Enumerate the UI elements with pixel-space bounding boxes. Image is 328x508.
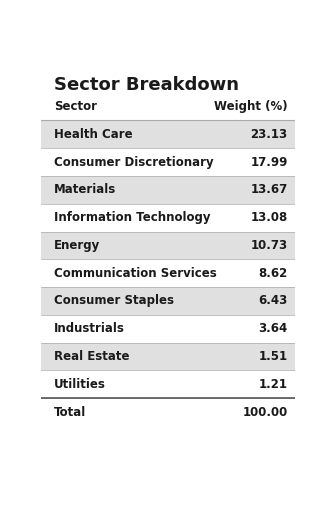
Text: Communication Services: Communication Services <box>54 267 216 280</box>
Text: 17.99: 17.99 <box>250 155 288 169</box>
Text: Utilities: Utilities <box>54 378 106 391</box>
Text: 8.62: 8.62 <box>258 267 288 280</box>
Bar <box>41 176 295 204</box>
Text: Industrials: Industrials <box>54 322 125 335</box>
Text: Information Technology: Information Technology <box>54 211 210 224</box>
Text: 1.21: 1.21 <box>258 378 288 391</box>
Text: 23.13: 23.13 <box>251 128 288 141</box>
Text: 3.64: 3.64 <box>258 322 288 335</box>
Text: Consumer Staples: Consumer Staples <box>54 295 174 307</box>
Text: Consumer Discretionary: Consumer Discretionary <box>54 155 213 169</box>
Text: Sector Breakdown: Sector Breakdown <box>54 76 239 94</box>
Text: Sector: Sector <box>54 100 97 113</box>
Text: 100.00: 100.00 <box>242 405 288 419</box>
Text: Real Estate: Real Estate <box>54 350 129 363</box>
Text: Weight (%): Weight (%) <box>214 100 288 113</box>
Text: Health Care: Health Care <box>54 128 132 141</box>
Text: 13.67: 13.67 <box>250 183 288 197</box>
Text: 10.73: 10.73 <box>251 239 288 252</box>
Bar <box>41 342 295 370</box>
Text: Energy: Energy <box>54 239 100 252</box>
Text: 6.43: 6.43 <box>258 295 288 307</box>
Text: 1.51: 1.51 <box>258 350 288 363</box>
Text: Total: Total <box>54 405 86 419</box>
Text: 13.08: 13.08 <box>250 211 288 224</box>
Bar <box>41 287 295 315</box>
Bar <box>41 232 295 259</box>
Text: Materials: Materials <box>54 183 116 197</box>
Bar <box>41 120 295 148</box>
